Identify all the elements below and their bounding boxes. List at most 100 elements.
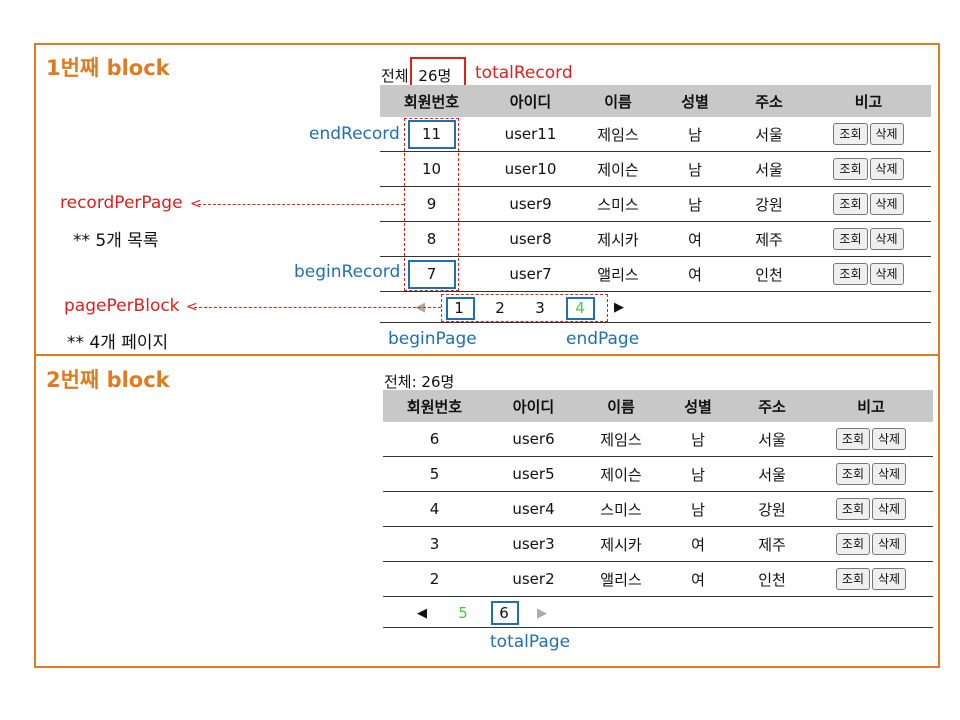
end-record-highlight (408, 120, 456, 149)
arrow-left-icon: < (186, 299, 198, 315)
view-button[interactable]: 조회 (835, 498, 870, 520)
member-name: 제임스 (581, 422, 661, 457)
page-link-2[interactable]: 2 (495, 299, 505, 317)
record-per-page-connector (198, 204, 404, 205)
view-button[interactable]: 조회 (833, 158, 868, 180)
member-name: 제시카 (581, 526, 661, 562)
header-remarks: 비고 (806, 85, 931, 117)
row-actions: 조회 삭제 (806, 186, 931, 222)
row-actions: 조회 삭제 (809, 422, 933, 457)
page-count-note: ** 4개 페이지 (67, 333, 169, 353)
total-page-highlight (491, 601, 519, 625)
delete-button[interactable]: 삭제 (872, 568, 907, 590)
next-page-icon[interactable]: ▶ (614, 300, 624, 315)
table-row: 4 user4 스미스 남 강원 조회 삭제 (383, 491, 933, 527)
member-no: 5 (383, 456, 486, 492)
member-no: 6 (383, 422, 486, 457)
delete-button[interactable]: 삭제 (872, 428, 907, 450)
page-per-block-range (441, 294, 608, 322)
header-user-id: 아이디 (486, 390, 581, 422)
begin-page-annotation: beginPage (388, 329, 477, 349)
member-no: 3 (383, 526, 486, 562)
begin-page-highlight (446, 297, 475, 320)
delete-button[interactable]: 삭제 (869, 123, 904, 145)
header-name: 이름 (581, 390, 661, 422)
total-page-annotation: totalPage (490, 632, 571, 652)
header-gender: 성별 (661, 390, 735, 422)
begin-record-highlight (408, 260, 456, 289)
member-gender: 남 (658, 117, 732, 152)
header-user-id: 아이디 (483, 85, 578, 117)
table-header-row: 회원번호 아이디 이름 성별 주소 비고 (380, 85, 931, 117)
delete-button[interactable]: 삭제 (872, 463, 907, 485)
block-2-title: 2번째 block (46, 368, 170, 392)
delete-button[interactable]: 삭제 (872, 498, 907, 520)
arrow-left-icon: < (190, 196, 202, 212)
header-member-no: 회원번호 (380, 85, 483, 117)
delete-button[interactable]: 삭제 (869, 263, 904, 285)
member-name: 제이슨 (581, 456, 661, 492)
member-address: 인천 (732, 256, 806, 292)
member-name: 스미스 (581, 491, 661, 527)
next-page-icon[interactable]: ▶ (537, 606, 547, 621)
view-button[interactable]: 조회 (835, 568, 870, 590)
view-button[interactable]: 조회 (835, 533, 870, 555)
table-header-row: 회원번호 아이디 이름 성별 주소 비고 (383, 390, 933, 422)
row-actions: 조회 삭제 (806, 151, 931, 187)
member-address: 제주 (732, 221, 806, 257)
member-address: 강원 (732, 186, 806, 222)
delete-button[interactable]: 삭제 (869, 193, 904, 215)
member-no: 8 (380, 221, 483, 257)
table-row: 10 user10 제이슨 남 서울 조회 삭제 (380, 151, 931, 187)
page-link-5[interactable]: 5 (458, 604, 468, 622)
table-row: 8 user8 제시카 여 제주 조회 삭제 (380, 221, 931, 257)
row-actions: 조회 삭제 (809, 456, 933, 492)
page-link-1[interactable]: 1 (454, 299, 464, 317)
member-name: 스미스 (578, 186, 658, 222)
header-gender: 성별 (658, 85, 732, 117)
member-gender: 여 (661, 561, 735, 597)
member-no: 11 (380, 117, 483, 152)
member-no: 10 (380, 151, 483, 187)
page-link-6[interactable]: 6 (499, 604, 509, 622)
row-actions: 조회 삭제 (806, 256, 931, 292)
member-address: 인천 (735, 561, 809, 597)
member-address: 강원 (735, 491, 809, 527)
user-id: user8 (483, 221, 578, 257)
table-row: 2 user2 앨리스 여 인천 조회 삭제 (383, 561, 933, 597)
user-id: user11 (483, 117, 578, 152)
user-id: user3 (486, 526, 581, 562)
user-id: user7 (483, 256, 578, 292)
record-count-note: ** 5개 목록 (73, 231, 159, 251)
delete-button[interactable]: 삭제 (869, 228, 904, 250)
prev-page-icon[interactable]: ◀ (417, 606, 427, 621)
member-address: 제주 (735, 526, 809, 562)
view-button[interactable]: 조회 (833, 193, 868, 215)
user-id: user5 (486, 456, 581, 492)
total-count-label: 전체: 26명 (381, 67, 452, 85)
row-actions: 조회 삭제 (809, 526, 933, 562)
user-id: user4 (486, 491, 581, 527)
row-actions: 조회 삭제 (809, 491, 933, 527)
page-link-4[interactable]: 4 (575, 299, 585, 317)
view-button[interactable]: 조회 (833, 123, 868, 145)
page-per-block-connector (194, 307, 441, 308)
delete-button[interactable]: 삭제 (872, 533, 907, 555)
page-link-3[interactable]: 3 (535, 299, 545, 317)
member-gender: 남 (661, 422, 735, 457)
view-button[interactable]: 조회 (835, 428, 870, 450)
member-table-2: 회원번호 아이디 이름 성별 주소 비고 6 user6 제임스 남 서울 조회… (383, 390, 933, 597)
view-button[interactable]: 조회 (833, 228, 868, 250)
record-per-page-annotation: recordPerPage (60, 193, 183, 213)
table-row: 5 user5 제이슨 남 서울 조회 삭제 (383, 456, 933, 492)
user-id: user9 (483, 186, 578, 222)
member-address: 서울 (732, 151, 806, 187)
view-button[interactable]: 조회 (833, 263, 868, 285)
row-actions: 조회 삭제 (806, 221, 931, 257)
total-count-label: 전체: 26명 (384, 373, 455, 391)
header-name: 이름 (578, 85, 658, 117)
block-1-title: 1번째 block (46, 56, 170, 80)
view-button[interactable]: 조회 (835, 463, 870, 485)
member-no: 4 (383, 491, 486, 527)
delete-button[interactable]: 삭제 (869, 158, 904, 180)
